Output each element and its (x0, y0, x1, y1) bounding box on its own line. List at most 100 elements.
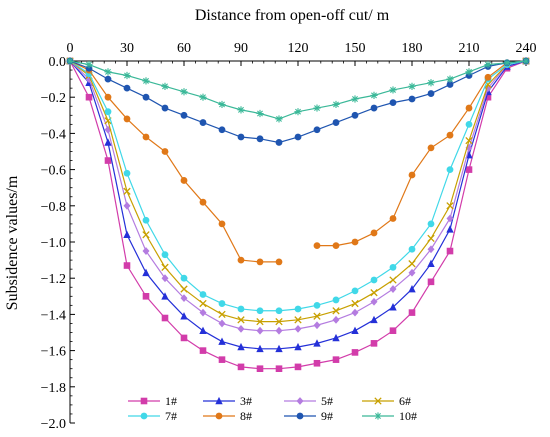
legend-label: 1# (165, 394, 177, 408)
data-point (85, 75, 93, 83)
data-point (142, 93, 150, 101)
data-point (275, 139, 283, 146)
data-point (427, 245, 435, 254)
x-tick-label: 90 (234, 41, 248, 56)
data-point (370, 276, 378, 284)
data-point (351, 111, 359, 119)
data-point (85, 61, 93, 69)
data-point (484, 84, 492, 93)
data-point (142, 231, 150, 239)
data-point (256, 109, 264, 118)
series-layer (66, 56, 530, 372)
data-point (161, 148, 169, 155)
legend-label: 6# (399, 394, 411, 408)
data-point (237, 256, 245, 264)
data-point (237, 316, 245, 324)
y-tick-label: 0.0 (49, 55, 67, 70)
data-point (446, 166, 454, 174)
data-point (142, 268, 150, 277)
series-5 (66, 57, 530, 315)
y-tick-label: −1.0 (41, 236, 66, 251)
data-point (104, 68, 112, 76)
series-1 (66, 57, 530, 372)
data-point (275, 326, 283, 335)
y-tick-label: −1.2 (41, 272, 66, 287)
series-6 (66, 57, 530, 266)
data-point (465, 136, 473, 145)
data-point (218, 126, 226, 134)
series-8 (66, 57, 530, 123)
data-point (332, 333, 340, 342)
data-point (484, 93, 492, 101)
legend-marker (374, 397, 382, 405)
data-point (161, 274, 169, 283)
data-point (332, 307, 340, 315)
legend-marker (215, 396, 223, 405)
legend-item: 8# (203, 409, 252, 423)
series-line (69, 60, 527, 332)
data-point (237, 305, 245, 313)
data-point (332, 242, 340, 250)
legend: 1# 3# 5# 6# 7# 8# 9# 10# (128, 394, 417, 423)
data-point (370, 289, 378, 297)
y-tick-label: −1.4 (41, 308, 66, 323)
y-tick-label: −0.8 (41, 200, 66, 215)
data-point (180, 334, 188, 342)
data-point (351, 287, 359, 295)
data-point (218, 337, 226, 345)
series-7 (66, 57, 530, 146)
data-point (294, 108, 302, 116)
data-point (313, 339, 321, 347)
y-tick-label: −2.0 (41, 417, 66, 432)
data-point (446, 247, 454, 255)
x-tick-label: 60 (177, 41, 191, 56)
data-point (427, 220, 435, 228)
data-point (199, 93, 207, 101)
data-point (123, 84, 131, 92)
data-point (180, 274, 188, 282)
data-point (313, 242, 321, 250)
x-axis: 0 30 60 90 120 150 180 210 240 (67, 41, 537, 66)
data-point (294, 316, 302, 324)
data-point (218, 356, 226, 363)
data-point (256, 317, 264, 326)
legend-marker (140, 412, 148, 420)
data-point (237, 106, 245, 114)
legend-item: 5# (284, 394, 333, 408)
data-point (218, 300, 226, 307)
x-tick-label: 150 (345, 41, 366, 56)
data-point (313, 359, 321, 367)
data-point (275, 307, 283, 315)
data-point (351, 308, 359, 317)
data-point (218, 310, 226, 319)
data-point (237, 133, 245, 141)
data-point (446, 225, 454, 233)
data-point (161, 263, 169, 271)
data-point (275, 115, 283, 123)
legend-marker (296, 412, 304, 420)
data-point (408, 171, 416, 179)
data-point (522, 57, 530, 65)
data-point (351, 299, 359, 308)
data-point (294, 305, 302, 313)
x-tick-label: 30 (120, 41, 134, 56)
data-point (313, 321, 321, 330)
data-point (199, 119, 207, 126)
x-tick-label: 180 (402, 41, 423, 56)
series-3 (66, 57, 530, 335)
data-point (180, 177, 188, 184)
x-tick-label: 0 (67, 41, 74, 56)
data-point (370, 340, 378, 347)
data-point (275, 344, 283, 353)
y-tick-label: −0.6 (41, 164, 66, 179)
data-point (408, 260, 416, 268)
data-point (104, 75, 112, 83)
data-point (199, 291, 207, 298)
data-point (256, 344, 264, 353)
data-point (199, 347, 207, 354)
data-point (484, 61, 492, 69)
data-point (161, 251, 169, 259)
data-point (313, 301, 321, 309)
x-tick-label: 240 (516, 41, 537, 56)
